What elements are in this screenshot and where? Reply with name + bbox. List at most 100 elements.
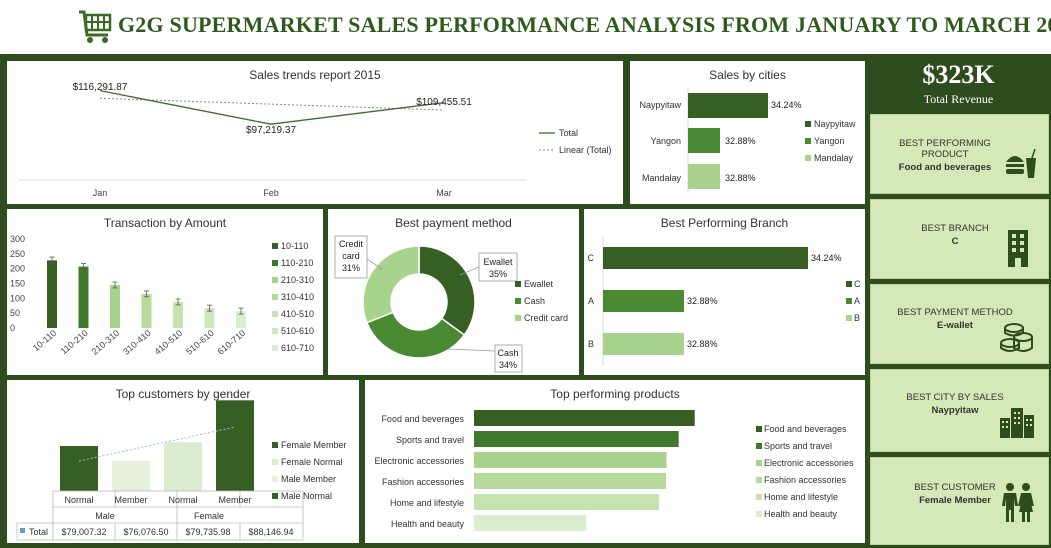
table-value-male-normal: $79,007.32	[61, 527, 106, 537]
fast-food-icon	[1006, 148, 1036, 178]
txn-bar-410-510	[173, 301, 183, 328]
table-total-swatch	[20, 528, 25, 533]
legend-610-710: 610-710	[281, 343, 314, 353]
trendline-total	[99, 97, 445, 111]
kpi-best-branch-value: C	[951, 236, 959, 247]
sub-label-male-normal: Normal	[64, 495, 93, 505]
legend-swatch-electronic-accessories	[756, 460, 762, 466]
legend-c: C	[854, 279, 861, 289]
data-label-mar: $109,455.51	[416, 97, 472, 108]
legend-total: Total	[559, 128, 578, 138]
legend-swatch-210-310	[272, 277, 278, 283]
products-panel: Top performing products Food and beverag…	[365, 380, 865, 543]
kpi-best-customer-value: Female Member	[919, 495, 991, 506]
x-tick-510-610: 510-610	[184, 328, 216, 357]
y-tick-100: 100	[10, 293, 25, 303]
legend-swatch-health-and-beauty	[756, 511, 762, 517]
y-tick-300: 300	[10, 234, 25, 244]
legend-swatch-yangon	[805, 138, 811, 144]
legend-electronic-accessories: Electronic accessories	[764, 458, 854, 468]
x-tick-210-310: 210-310	[90, 328, 122, 357]
x-tick-310-410: 310-410	[121, 328, 153, 357]
legend-mandalay: Mandalay	[814, 153, 854, 163]
legend-credit-card: Credit card	[524, 313, 568, 323]
group-label-male: Male	[95, 511, 115, 521]
legend-swatch-male-normal	[272, 493, 278, 499]
legend-male-normal: Male Normal	[281, 491, 332, 501]
txn-bar-210-310	[110, 285, 120, 328]
kpi-best-city-label: BEST CITY BY SALES Naypyitaw	[875, 392, 1035, 416]
kpi-best-customer: BEST CUSTOMER Female Member	[870, 457, 1049, 545]
legend-swatch-ewallet	[515, 281, 521, 287]
txn-bar-610-710	[236, 311, 246, 328]
branch-label-a: A	[588, 296, 594, 306]
kpi-best-payment-value: E-wallet	[937, 320, 973, 331]
product-bar-sports-and-travel	[474, 431, 679, 447]
donut-slice-ewallet	[418, 245, 476, 336]
product-bar-health-and-beauty	[474, 515, 587, 531]
city-label-yangon: Yangon	[651, 136, 681, 146]
transaction-by-amount-panel: Transaction by Amount 0 50 100 150 200 250 300…	[7, 209, 323, 375]
legend-home-and-lifestyle: Home and lifestyle	[764, 492, 838, 502]
sub-label-male-member: Member	[114, 495, 147, 505]
data-label-jan: $116,291.87	[73, 82, 128, 93]
payment-method-panel: Best payment method Ewallet 35% Cash 34%…	[328, 209, 579, 375]
legend-swatch-fashion-accessories	[756, 477, 762, 483]
legend-swatch-310-410	[272, 294, 278, 300]
products-title: Top performing products	[550, 387, 680, 401]
kpi-best-payment-label: BEST PAYMENT METHOD E-wallet	[875, 307, 1035, 331]
city-value-mandalay: 32.88%	[725, 173, 756, 183]
donut-value-ewallet: 35%	[489, 269, 507, 279]
txn-bar-110-210	[78, 266, 89, 328]
donut-value-cash: 34%	[499, 360, 517, 370]
product-label-sports-and-travel: Sports and travel	[396, 435, 464, 445]
legend-sports-and-travel: Sports and travel	[764, 441, 832, 451]
kpi-best-city-value: Naypyitaw	[931, 405, 979, 416]
city-icon	[1000, 408, 1034, 438]
x-tick-10-110: 10-110	[31, 328, 58, 353]
branch-value-c: 34.24%	[811, 253, 842, 263]
sales-trends-title: Sales trends report 2015	[249, 68, 381, 82]
branch-panel: Best Performing Branch C A B 34.24% 32.8…	[584, 209, 865, 375]
branch-bar-b	[603, 333, 684, 355]
legend-fashion-accessories: Fashion accessories	[764, 475, 847, 485]
legend-110-210: 110-210	[281, 258, 313, 268]
total-revenue-value: $323K	[922, 60, 995, 89]
legend-swatch-110-210	[272, 260, 278, 266]
city-bar-yangon	[688, 128, 720, 153]
legend-health-and-beauty: Health and beauty	[764, 509, 838, 519]
y-tick-150: 150	[10, 279, 25, 289]
legend-swatch-naypyitaw	[805, 121, 811, 127]
product-label-electronic-accessories: Electronic accessories	[374, 456, 464, 466]
customer-bar-normal-female	[164, 442, 202, 491]
products-chart: Food and beverages Sports and travel Elect…	[374, 410, 854, 531]
couple-icon	[1002, 483, 1034, 522]
product-bar-electronic-accessories	[474, 452, 667, 468]
city-bar-naypyitaw	[688, 93, 768, 118]
legend-swatch-c	[846, 281, 852, 287]
building-icon	[1008, 230, 1028, 267]
legend-linear: Linear (Total)	[559, 145, 612, 155]
txn-bar-510-610	[204, 308, 215, 328]
donut-slice-credit-card	[362, 245, 420, 324]
city-value-yangon: 32.88%	[725, 136, 756, 146]
customers-gender-chart: Normal Member Normal Member Male Female …	[16, 400, 347, 541]
total-revenue-card: $323K Total Revenue	[870, 60, 1047, 112]
sales-trends-panel: Sales trends report 2015 $116,291.87 $97…	[7, 61, 623, 204]
legend-swatch-410-510	[272, 311, 278, 317]
donut-value-credit: 31%	[342, 263, 360, 273]
kpi-best-product-label: BEST PERFORMING PRODUCT Food and beverage…	[875, 138, 1015, 173]
y-tick-0: 0	[10, 323, 15, 333]
kpi-best-payment: BEST PAYMENT METHOD E-wallet	[870, 284, 1049, 364]
legend-swatch-10-110	[272, 243, 278, 249]
shopping-cart-icon	[79, 10, 112, 43]
legend-swatch-b	[846, 315, 852, 321]
sales-by-cities-title: Sales by cities	[709, 68, 786, 82]
data-label-feb: $97,219.37	[246, 125, 296, 136]
sub-label-female-member: Member	[218, 495, 251, 505]
x-tick-mar: Mar	[436, 188, 452, 198]
legend-yangon: Yangon	[814, 136, 844, 146]
total-revenue-label: Total Revenue	[923, 92, 994, 106]
customers-gender-title: Top customers by gender	[115, 387, 251, 401]
